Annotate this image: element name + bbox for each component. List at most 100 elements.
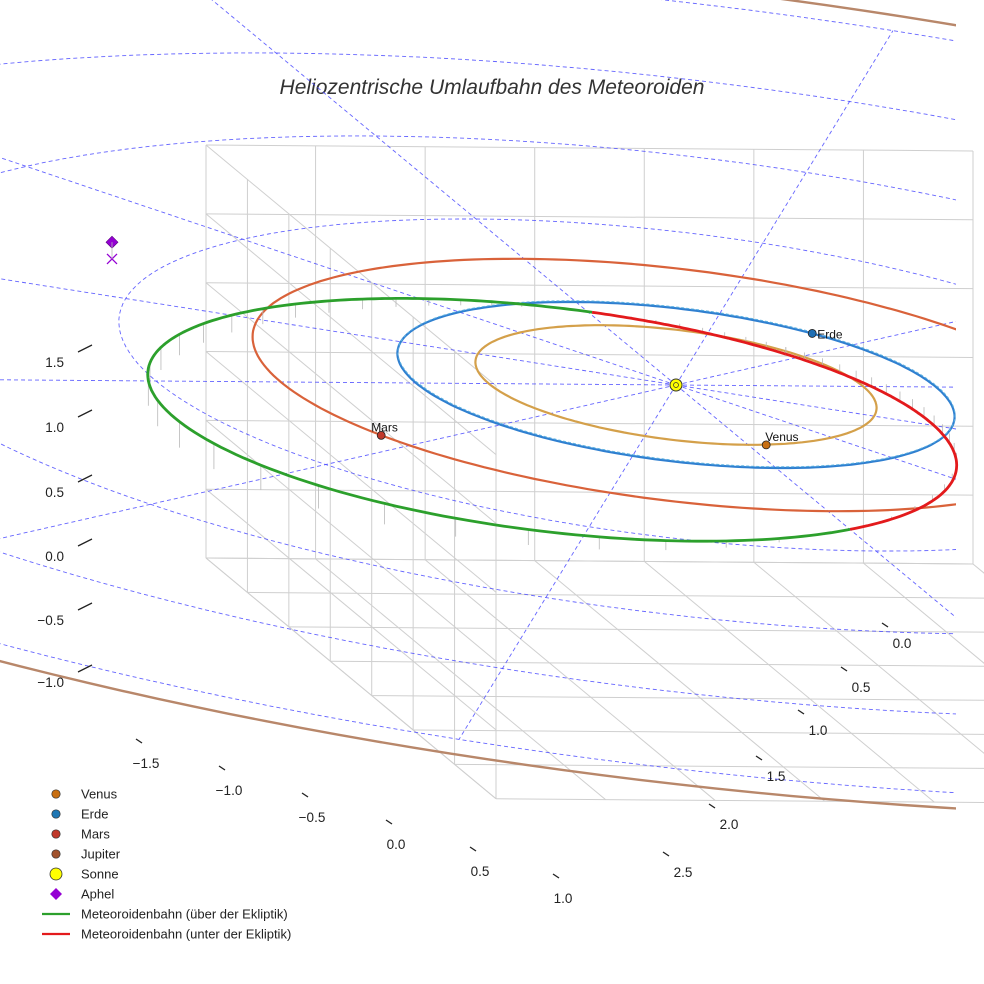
grid-spoke <box>0 157 677 386</box>
planet-orbits <box>0 0 956 810</box>
grid-line <box>205 282 497 524</box>
grid-line <box>205 419 974 427</box>
grid-ring <box>118 218 956 552</box>
grid-line <box>205 213 974 221</box>
y-tick-mark <box>797 709 805 715</box>
grid-line <box>205 557 974 565</box>
grid-line <box>205 488 497 731</box>
legend-item: Sonne <box>49 867 119 882</box>
orbit-jupiter <box>0 0 956 810</box>
legend-label: Sonne <box>81 867 119 882</box>
legend: Venus Erde Mars Jupiter Sonne Aphel Meteoroide… <box>42 787 291 942</box>
grid-line <box>454 763 984 769</box>
orbit-erde-trace <box>397 300 956 468</box>
grid-line <box>413 729 984 735</box>
grid-spoke <box>675 384 956 618</box>
planet-label: Venus <box>765 430 798 444</box>
grid-spoke <box>675 30 894 386</box>
orbit-segment-below <box>785 352 959 531</box>
z-tick-mark <box>77 344 93 353</box>
y-tick-label: 2.0 <box>720 817 739 832</box>
grid-line <box>205 282 974 290</box>
z-tick-label: −1.0 <box>37 675 64 690</box>
grid-spoke <box>0 379 677 386</box>
grid-spoke <box>675 384 956 430</box>
x-tick-label: −1.0 <box>216 783 243 798</box>
grid-line <box>205 144 497 387</box>
reference-grid <box>0 0 956 794</box>
legend-label: Venus <box>81 787 118 802</box>
x-tick-mark <box>469 846 477 852</box>
legend-item: Aphel <box>50 887 114 902</box>
z-tick-mark <box>77 664 93 673</box>
z-tick-mark <box>77 474 93 483</box>
grid-spoke <box>0 384 677 539</box>
grid-line <box>315 558 606 800</box>
planet-label: Mars <box>371 420 398 434</box>
grid-spoke <box>0 278 677 386</box>
y-tick-label: 0.5 <box>852 680 871 695</box>
grid-line <box>205 351 497 593</box>
legend-label: Aphel <box>81 887 114 902</box>
grid-line <box>205 213 497 455</box>
grid-line <box>371 695 984 701</box>
grid-line <box>424 559 716 801</box>
orbit-erde <box>396 300 956 470</box>
z-tick-label: 0.0 <box>45 549 64 564</box>
y-tick-label: 1.5 <box>767 769 786 784</box>
legend-marker <box>51 809 61 819</box>
axis-panes <box>205 144 984 804</box>
legend-label: Jupiter <box>81 847 121 862</box>
y-tick-label: 1.0 <box>809 723 828 738</box>
legend-label: Meteoroidenbahn (über der Ekliptik) <box>81 907 288 922</box>
legend-item: Meteoroidenbahn (unter der Ekliptik) <box>42 927 291 942</box>
grid-line <box>205 419 497 662</box>
legend-marker <box>50 888 62 900</box>
x-tick-mark <box>135 738 143 744</box>
grid-line <box>288 626 984 633</box>
x-tick-mark <box>385 819 393 825</box>
z-tick-label: 0.5 <box>45 485 64 500</box>
grid-line <box>753 561 984 754</box>
grid-line <box>330 660 984 667</box>
grid-line <box>205 351 974 358</box>
legend-marker <box>51 829 61 839</box>
x-tick-label: 0.5 <box>471 864 490 879</box>
planet-label: Erde <box>817 327 843 341</box>
grid-spoke <box>211 0 677 386</box>
legend-item: Venus <box>51 787 118 802</box>
planet-venus <box>761 440 771 450</box>
legend-label: Mars <box>81 827 110 842</box>
chart-title: Heliozentrische Umlaufbahn des Meteoroid… <box>280 76 705 99</box>
x-tick-mark <box>218 765 226 771</box>
planet-mars <box>376 430 386 440</box>
sun-marker <box>669 378 683 392</box>
legend-marker <box>51 789 61 799</box>
axis-ticks: 1.5 1.0 0.5 0.0 −0.5 −1.0 −1.5 −1.0 −0.5 0.0 0.5 1.… <box>37 344 911 906</box>
z-tick-mark <box>77 602 93 611</box>
z-tick-label: −0.5 <box>37 613 64 628</box>
grid-line <box>863 562 984 664</box>
grid-line <box>247 591 984 599</box>
x-tick-label: 0.0 <box>387 837 406 852</box>
grid-line <box>205 557 497 800</box>
markers: Venus Erde Mars <box>105 235 843 450</box>
grid-line <box>205 144 974 152</box>
legend-marker <box>49 867 63 881</box>
y-tick-mark <box>755 755 763 761</box>
orbit-mars <box>251 257 956 513</box>
legend-label: Erde <box>81 807 108 822</box>
z-tick-mark <box>77 538 93 547</box>
grid-line <box>495 798 984 804</box>
grid-spoke <box>675 384 956 480</box>
orbit-segment-below <box>591 310 787 356</box>
sun-marker-core <box>673 382 679 388</box>
legend-item: Erde <box>51 807 108 822</box>
grid-ring <box>0 0 956 794</box>
grid-line <box>643 561 935 803</box>
x-tick-label: 1.0 <box>554 891 573 906</box>
meteoroid-orbit <box>146 296 959 543</box>
x-tick-label: −0.5 <box>299 810 326 825</box>
legend-item: Mars <box>51 827 110 842</box>
